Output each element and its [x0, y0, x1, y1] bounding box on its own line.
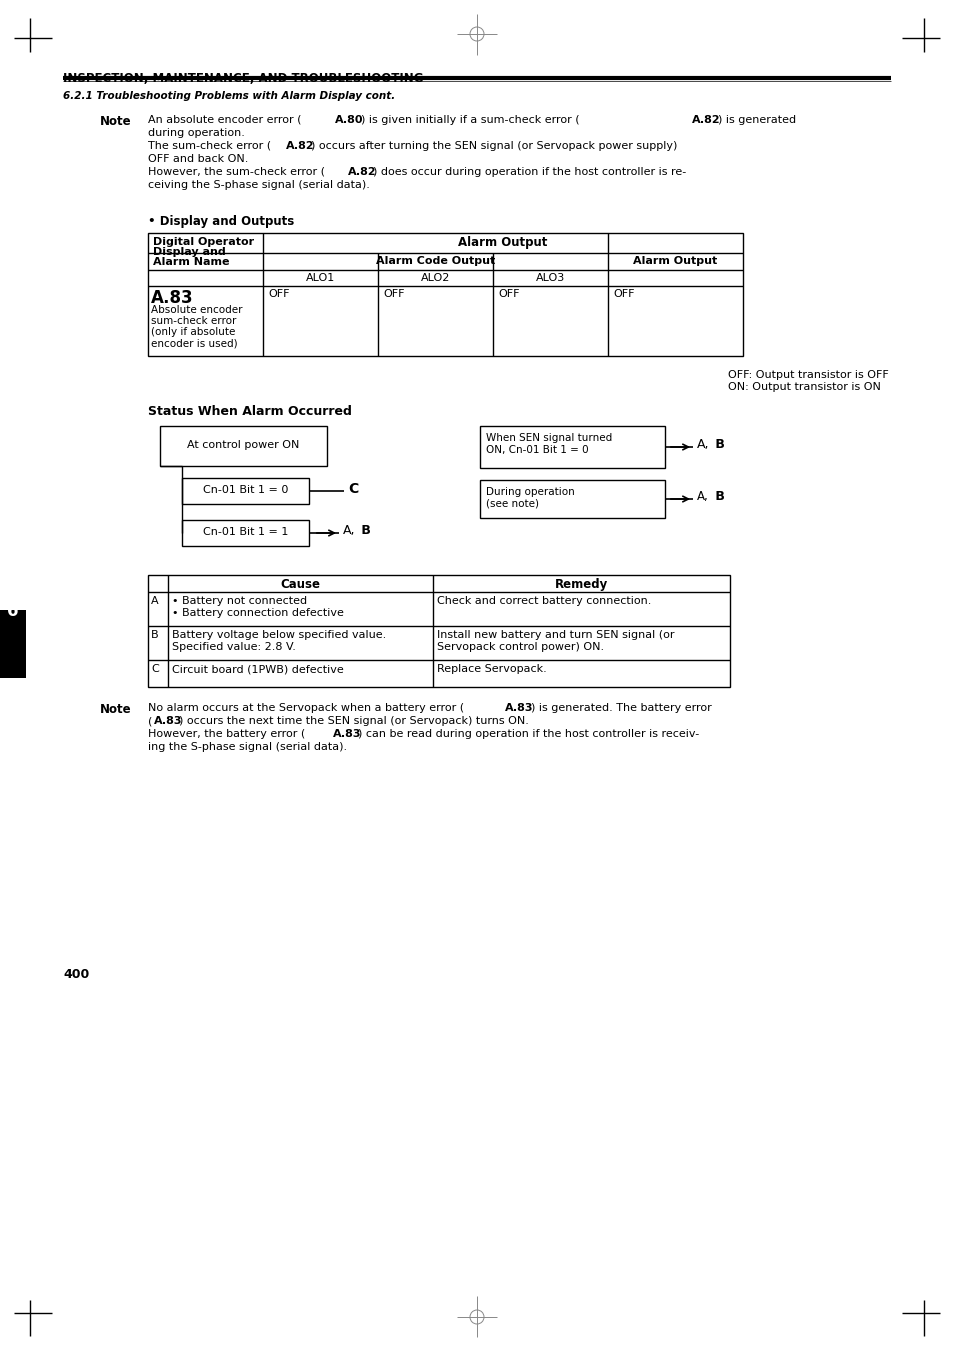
- Text: A.83: A.83: [504, 703, 533, 713]
- Text: Check and correct battery connection.: Check and correct battery connection.: [436, 596, 651, 607]
- Text: • Display and Outputs: • Display and Outputs: [148, 215, 294, 228]
- Text: Absolute encoder: Absolute encoder: [151, 305, 242, 315]
- Text: Circuit board (1PWB) defective: Circuit board (1PWB) defective: [172, 663, 343, 674]
- Text: 400: 400: [63, 969, 90, 981]
- Text: A.82: A.82: [286, 141, 314, 151]
- Text: ) is given initially if a sum-check error (: ) is given initially if a sum-check erro…: [360, 115, 579, 126]
- Text: Remedy: Remedy: [555, 578, 607, 590]
- Bar: [160, 426, 327, 466]
- Text: 6.2.1 Troubleshooting Problems with Alarm Display cont.: 6.2.1 Troubleshooting Problems with Alar…: [63, 91, 395, 101]
- Text: ) is generated. The battery error: ) is generated. The battery error: [531, 703, 711, 713]
- Text: Alarm Code Output: Alarm Code Output: [375, 255, 495, 266]
- Text: Cn-01 Bit 1 = 1: Cn-01 Bit 1 = 1: [203, 527, 288, 536]
- Text: sum-check error: sum-check error: [151, 316, 236, 326]
- Text: A,: A,: [697, 438, 709, 451]
- Text: B: B: [710, 438, 724, 451]
- Text: Display and: Display and: [152, 247, 226, 257]
- Text: An absolute encoder error (: An absolute encoder error (: [148, 115, 301, 126]
- Bar: [0, 611, 26, 678]
- Text: A.80: A.80: [335, 115, 363, 126]
- Text: Alarm Output: Alarm Output: [457, 236, 547, 249]
- Text: A.83: A.83: [333, 730, 361, 739]
- Text: OFF: OFF: [497, 289, 519, 299]
- Text: ) is generated: ) is generated: [718, 115, 796, 126]
- Text: Alarm Name: Alarm Name: [152, 257, 230, 267]
- Text: ) can be read during operation if the host controller is receiv-: ) can be read during operation if the ho…: [357, 730, 699, 739]
- Text: ON: Output transistor is ON: ON: Output transistor is ON: [727, 382, 880, 392]
- Text: during operation.: during operation.: [148, 128, 245, 138]
- Bar: [479, 426, 664, 467]
- Text: A.82: A.82: [348, 168, 376, 177]
- Text: B: B: [356, 524, 371, 536]
- Text: A,: A,: [343, 524, 355, 536]
- Text: ) does occur during operation if the host controller is re-: ) does occur during operation if the hos…: [373, 168, 685, 177]
- Bar: [148, 232, 742, 357]
- Text: OFF: Output transistor is OFF: OFF: Output transistor is OFF: [727, 370, 888, 380]
- Text: During operation: During operation: [485, 486, 574, 497]
- Text: (: (: [148, 716, 152, 725]
- Text: Cause: Cause: [280, 578, 320, 590]
- Text: A: A: [151, 596, 158, 607]
- Text: However, the sum-check error (: However, the sum-check error (: [148, 168, 325, 177]
- Text: INSPECTION, MAINTENANCE, AND TROUBLESHOOTING: INSPECTION, MAINTENANCE, AND TROUBLESHOO…: [63, 72, 423, 85]
- Text: ON, Cn-01 Bit 1 = 0: ON, Cn-01 Bit 1 = 0: [485, 444, 588, 455]
- Text: A.82: A.82: [691, 115, 720, 126]
- Text: ) occurs after turning the SEN signal (or Servopack power supply): ) occurs after turning the SEN signal (o…: [311, 141, 677, 151]
- Text: Servopack control power) ON.: Servopack control power) ON.: [436, 642, 603, 653]
- Text: Cn-01 Bit 1 = 0: Cn-01 Bit 1 = 0: [203, 485, 288, 494]
- Text: At control power ON: At control power ON: [187, 440, 299, 450]
- Text: ) occurs the next time the SEN signal (or Servopack) turns ON.: ) occurs the next time the SEN signal (o…: [179, 716, 528, 725]
- Text: C: C: [151, 663, 158, 674]
- Text: Alarm Output: Alarm Output: [633, 255, 717, 266]
- Text: ALO1: ALO1: [306, 273, 335, 282]
- Bar: [182, 520, 309, 546]
- Text: B: B: [151, 630, 158, 640]
- Text: OFF and back ON.: OFF and back ON.: [148, 154, 248, 163]
- Text: Replace Servopack.: Replace Servopack.: [436, 663, 546, 674]
- Text: B: B: [710, 490, 724, 503]
- Text: However, the battery error (: However, the battery error (: [148, 730, 305, 739]
- Text: Digital Operator: Digital Operator: [152, 236, 253, 247]
- Text: A,: A,: [697, 490, 708, 503]
- Text: When SEN signal turned: When SEN signal turned: [485, 434, 612, 443]
- Text: ALO2: ALO2: [420, 273, 450, 282]
- Text: ALO3: ALO3: [536, 273, 564, 282]
- Text: ceiving the S-phase signal (serial data).: ceiving the S-phase signal (serial data)…: [148, 180, 370, 190]
- Text: Install new battery and turn SEN signal (or: Install new battery and turn SEN signal …: [436, 630, 674, 640]
- Text: Status When Alarm Occurred: Status When Alarm Occurred: [148, 405, 352, 417]
- Text: A.83: A.83: [151, 289, 193, 307]
- Text: encoder is used): encoder is used): [151, 338, 237, 349]
- Text: No alarm occurs at the Servopack when a battery error (: No alarm occurs at the Servopack when a …: [148, 703, 464, 713]
- Text: Specified value: 2.8 V.: Specified value: 2.8 V.: [172, 642, 295, 653]
- Text: OFF: OFF: [268, 289, 289, 299]
- Text: A.83: A.83: [153, 716, 182, 725]
- Text: • Battery not connected: • Battery not connected: [172, 596, 307, 607]
- Text: OFF: OFF: [613, 289, 634, 299]
- Text: Note: Note: [100, 115, 132, 128]
- Text: The sum-check error (: The sum-check error (: [148, 141, 271, 151]
- Text: • Battery connection defective: • Battery connection defective: [172, 608, 343, 617]
- Text: OFF: OFF: [382, 289, 404, 299]
- Text: (only if absolute: (only if absolute: [151, 327, 235, 336]
- Text: Note: Note: [100, 703, 132, 716]
- Text: ing the S-phase signal (serial data).: ing the S-phase signal (serial data).: [148, 742, 347, 753]
- Bar: [479, 480, 664, 517]
- Text: C: C: [348, 482, 358, 496]
- Bar: [148, 576, 729, 688]
- Text: 6: 6: [8, 603, 19, 620]
- Bar: [182, 478, 309, 504]
- Text: Battery voltage below specified value.: Battery voltage below specified value.: [172, 630, 386, 640]
- Text: (see note): (see note): [485, 499, 538, 509]
